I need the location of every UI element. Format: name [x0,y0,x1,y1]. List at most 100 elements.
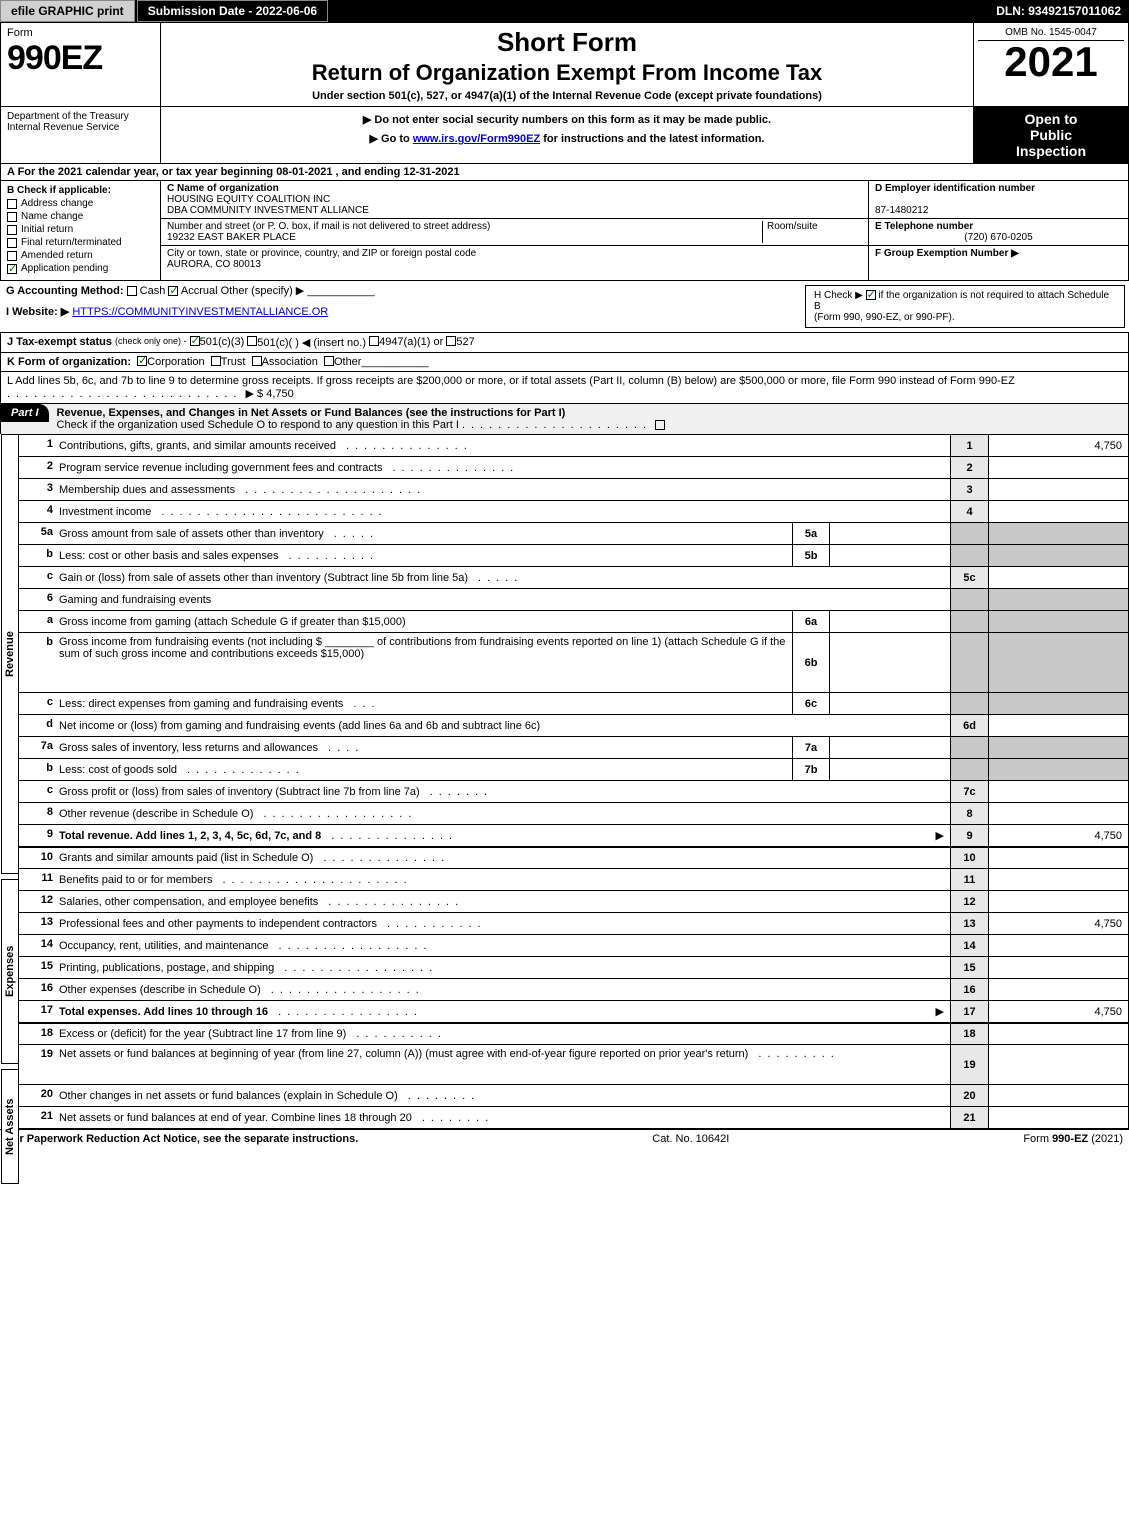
footer-left: For Paperwork Reduction Act Notice, see … [6,1133,358,1145]
n-7c: c [19,781,59,802]
b-16: 16 [950,979,988,1000]
mv-5b [830,545,950,566]
j-label: J Tax-exempt status [7,336,112,349]
d-7c: Gross profit or (loss) from sales of inv… [59,786,420,798]
footer-right-post: (2021) [1088,1133,1123,1145]
cb-corp[interactable] [137,356,147,366]
dept-row: Department of the Treasury Internal Reve… [0,106,1129,163]
d-16: Other expenses (describe in Schedule O) [59,984,261,996]
efile-print-button[interactable]: efile GRAPHIC print [0,0,135,22]
b-20: 20 [950,1085,988,1106]
cb-schedule-o[interactable] [655,420,665,430]
org-dba: DBA COMMUNITY INVESTMENT ALLIANCE [167,205,369,216]
n-2: 2 [19,457,59,478]
k-opt-2: Association [262,356,318,368]
b-item-1: Name change [21,211,83,222]
form-title-cell: Short Form Return of Organization Exempt… [161,23,973,106]
part1-title: Revenue, Expenses, and Changes in Net As… [57,407,566,419]
b-1: 1 [950,435,988,456]
website-link[interactable]: HTTPS://COMMUNITYINVESTMENTALLIANCE.OR [72,306,328,318]
n-9: 9 [19,825,59,846]
h-text3: (Form 990, 990-EZ, or 990-PF). [814,312,955,323]
v-3 [988,479,1128,500]
d-ein-label: D Employer identification number [875,183,1035,194]
v-18 [988,1024,1128,1044]
form-title: Return of Organization Exempt From Incom… [169,60,965,86]
b-12: 12 [950,891,988,912]
cb-assoc[interactable] [252,356,262,366]
short-form-title: Short Form [169,27,965,58]
cb-amended[interactable] [7,251,17,261]
v-1: 4,750 [988,435,1128,456]
cb-name-change[interactable] [7,212,17,222]
cb-address-change[interactable] [7,199,17,209]
n-5c: c [19,567,59,588]
mv-5a [830,523,950,544]
mv-6a [830,611,950,632]
cb-cash[interactable] [127,286,137,296]
d-18: Excess or (deficit) for the year (Subtra… [59,1028,346,1040]
d-5b: Less: cost or other basis and sales expe… [59,550,279,562]
d-1: Contributions, gifts, grants, and simila… [59,440,336,452]
bcd-row: B Check if applicable: Address change Na… [0,180,1129,280]
part1-table: Revenue Expenses Net Assets 1Contributio… [18,434,1129,1129]
dept-irs: Internal Revenue Service [7,122,154,133]
cb-accrual[interactable] [168,286,178,296]
b-7b [950,759,988,780]
mv-7a [830,737,950,758]
v-21 [988,1107,1128,1128]
line-a: A For the 2021 calendar year, or tax yea… [0,163,1129,180]
v-15 [988,957,1128,978]
room-label: Room/suite [767,221,818,232]
b-21: 21 [950,1107,988,1128]
b-17: 17 [950,1001,988,1022]
k-opt-1: Trust [221,356,246,368]
line-l: L Add lines 5b, 6c, and 7b to line 9 to … [0,371,1129,403]
v-7a [988,737,1128,758]
v-5b [988,545,1128,566]
v-11 [988,869,1128,890]
d-6a: Gross income from gaming (attach Schedul… [59,616,406,628]
l-amount: ▶ $ 4,750 [246,388,294,400]
part1-label: Part I [1,404,49,422]
n-16: 16 [19,979,59,1000]
d-4: Investment income [59,506,151,518]
b-5b [950,545,988,566]
d-3: Membership dues and assessments [59,484,235,496]
tel-value: (720) 670-0205 [875,232,1122,243]
form-number: 990EZ [7,39,154,78]
mb-7b: 7b [792,759,830,780]
cb-h[interactable] [866,290,876,300]
b-10: 10 [950,848,988,868]
i-label: I Website: ▶ [6,306,69,318]
omb-year-cell: OMB No. 1545-0047 2021 [973,23,1128,106]
cb-initial-return[interactable] [7,225,17,235]
b-5a [950,523,988,544]
cb-4947[interactable] [369,336,379,346]
cb-other-org[interactable] [324,356,334,366]
irs-link[interactable]: www.irs.gov/Form990EZ [413,133,540,145]
public: Public [978,127,1124,143]
cb-final-return[interactable] [7,238,17,248]
d-17: Total expenses. Add lines 10 through 16 [59,1006,268,1018]
d-13: Professional fees and other payments to … [59,918,377,930]
cb-application-pending[interactable] [7,264,17,274]
b-11: 11 [950,869,988,890]
cb-trust[interactable] [211,356,221,366]
cb-501c3[interactable] [190,336,200,346]
mb-6b: 6b [792,633,830,692]
mv-6c [830,693,950,714]
tax-year: 2021 [978,41,1124,83]
n-17: 17 [19,1001,59,1022]
n-19: 19 [19,1045,59,1084]
top-bar: efile GRAPHIC print Submission Date - 20… [0,0,1129,22]
cb-501c[interactable] [247,336,257,346]
c-addr-label: Number and street (or P. O. box, if mail… [167,221,490,232]
b-7a [950,737,988,758]
footer: For Paperwork Reduction Act Notice, see … [0,1129,1129,1148]
cb-527[interactable] [446,336,456,346]
dln: DLN: 93492157011062 [988,2,1129,20]
v-5a [988,523,1128,544]
submission-date: Submission Date - 2022-06-06 [137,0,328,22]
b-7c: 7c [950,781,988,802]
